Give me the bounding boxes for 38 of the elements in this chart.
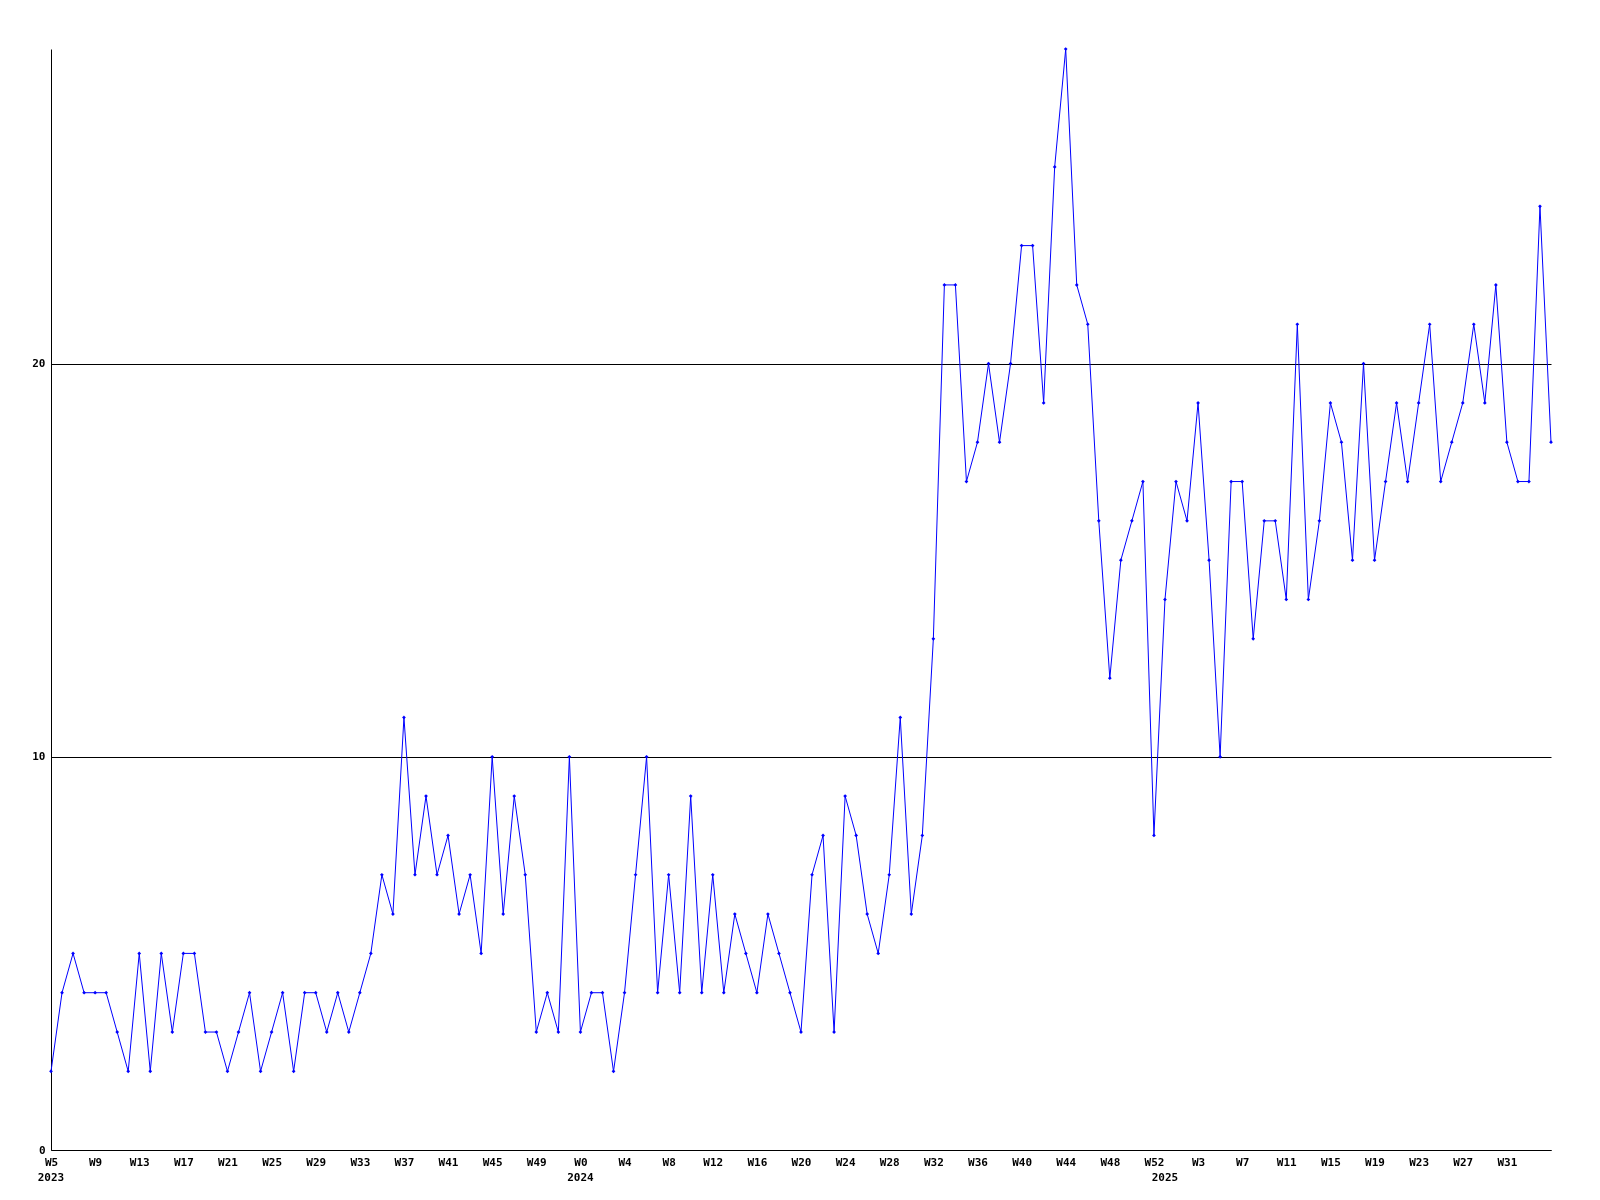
x-tick-label: W8 bbox=[662, 1155, 676, 1169]
x-tick-label: W48 bbox=[1100, 1155, 1121, 1169]
x-tick-label: W29 bbox=[306, 1155, 327, 1169]
x-tick-label: W15 bbox=[1320, 1155, 1341, 1169]
x-tick-label: W20 bbox=[791, 1155, 812, 1169]
x-tick-label: W45 bbox=[482, 1155, 503, 1169]
x-tick-label: 2025 bbox=[1151, 1171, 1179, 1184]
category-label: W5 2023 bbox=[37, 1155, 65, 1184]
x-tick-label: W32 bbox=[923, 1155, 944, 1169]
x-tick-label: W7 bbox=[1236, 1155, 1250, 1169]
x-tick-label: W21 bbox=[218, 1155, 239, 1169]
x-tick-label: W40 bbox=[1012, 1155, 1033, 1169]
x-tick-label: W17 bbox=[173, 1155, 194, 1169]
x-tick-label: W3 bbox=[1191, 1155, 1206, 1169]
x-tick-label: W12 bbox=[703, 1155, 724, 1169]
x-tick-label: W52 bbox=[1144, 1155, 1165, 1169]
x-tick-label: W24 bbox=[835, 1155, 856, 1169]
x-tick-label: W11 bbox=[1276, 1155, 1298, 1169]
x-tick-label: W31 bbox=[1497, 1155, 1518, 1169]
x-tick-label: W37 bbox=[394, 1155, 415, 1169]
x-tick-label: W25 bbox=[262, 1155, 283, 1169]
x-tick-label: W16 bbox=[747, 1155, 768, 1169]
x-tick-label: W19 bbox=[1365, 1155, 1385, 1169]
x-tick-label: W4 bbox=[618, 1155, 633, 1169]
category-label: W0 2024 bbox=[567, 1155, 594, 1184]
x-tick-label: W33 bbox=[350, 1155, 371, 1169]
x-tick-label: W13 bbox=[129, 1155, 150, 1169]
x-tick-label: W23 bbox=[1409, 1155, 1430, 1169]
y-tick-label: 0 bbox=[38, 1143, 46, 1157]
x-tick-label: W27 bbox=[1453, 1155, 1474, 1169]
x-tick-label: W28 bbox=[879, 1155, 900, 1169]
x-tick-label: W9 bbox=[88, 1155, 103, 1169]
x-tick-label: W36 bbox=[968, 1155, 989, 1169]
x-tick-label: W49 bbox=[526, 1155, 547, 1169]
y-tick-label: 20 bbox=[32, 357, 46, 371]
x-tick-label: W44 bbox=[1056, 1155, 1077, 1169]
y-tick-label: 10 bbox=[32, 750, 46, 764]
x-tick-label: W41 bbox=[438, 1155, 459, 1169]
